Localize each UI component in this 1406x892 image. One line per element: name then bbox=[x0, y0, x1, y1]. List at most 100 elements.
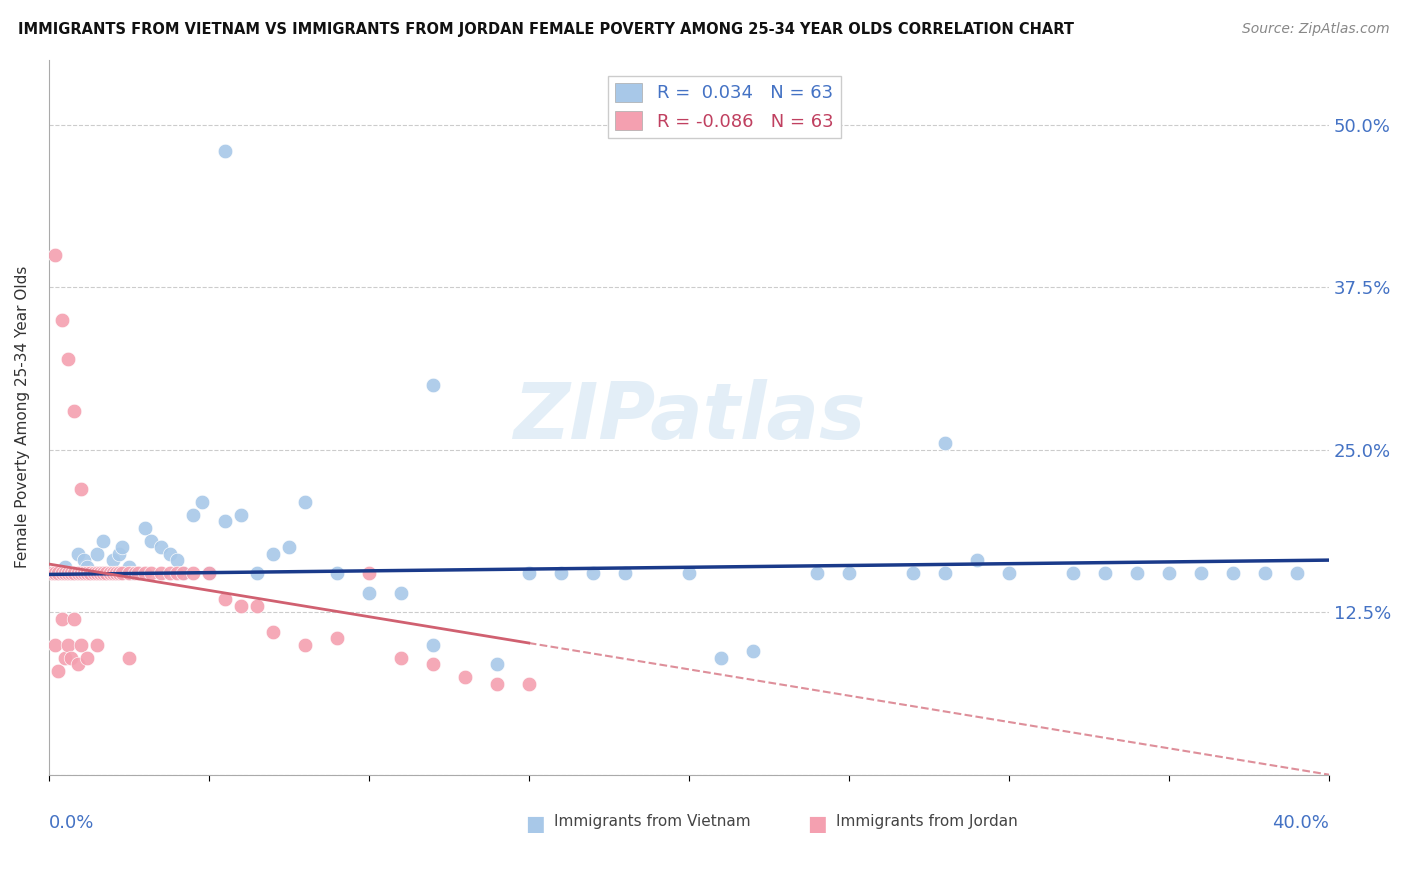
Text: ZIPatlas: ZIPatlas bbox=[513, 379, 865, 455]
Point bbox=[901, 566, 924, 581]
Point bbox=[134, 566, 156, 581]
Point bbox=[246, 566, 269, 581]
Point bbox=[86, 566, 108, 581]
Point bbox=[60, 566, 83, 581]
Point bbox=[76, 650, 98, 665]
Point bbox=[191, 494, 214, 508]
Point bbox=[108, 566, 131, 581]
Text: IMMIGRANTS FROM VIETNAM VS IMMIGRANTS FROM JORDAN FEMALE POVERTY AMONG 25-34 YEA: IMMIGRANTS FROM VIETNAM VS IMMIGRANTS FR… bbox=[18, 22, 1074, 37]
Point bbox=[197, 566, 219, 581]
Point bbox=[96, 566, 118, 581]
Point bbox=[326, 566, 349, 581]
Point bbox=[66, 566, 89, 581]
Point bbox=[141, 566, 163, 581]
Point bbox=[51, 312, 73, 326]
Point bbox=[69, 566, 91, 581]
Point bbox=[89, 566, 111, 581]
Point bbox=[741, 644, 763, 658]
Point bbox=[53, 559, 76, 574]
Point bbox=[69, 566, 91, 581]
Point bbox=[96, 566, 118, 581]
Point bbox=[66, 547, 89, 561]
Point bbox=[1094, 566, 1116, 581]
Point bbox=[101, 553, 124, 567]
Point bbox=[517, 676, 540, 690]
Point bbox=[63, 566, 86, 581]
Point bbox=[1285, 566, 1308, 581]
Text: 40.0%: 40.0% bbox=[1272, 814, 1329, 832]
Point bbox=[149, 566, 172, 581]
Point bbox=[48, 566, 70, 581]
Point bbox=[44, 638, 66, 652]
Point bbox=[69, 638, 91, 652]
Y-axis label: Female Poverty Among 25-34 Year Olds: Female Poverty Among 25-34 Year Olds bbox=[15, 266, 30, 568]
Point bbox=[1062, 566, 1084, 581]
Point bbox=[517, 566, 540, 581]
Point bbox=[91, 533, 114, 548]
Point bbox=[262, 624, 284, 639]
Point bbox=[294, 494, 316, 508]
Point bbox=[485, 657, 508, 672]
Point bbox=[389, 585, 412, 599]
Point bbox=[76, 559, 98, 574]
Text: Immigrants from Jordan: Immigrants from Jordan bbox=[837, 814, 1018, 829]
Point bbox=[63, 566, 86, 581]
Point bbox=[86, 638, 108, 652]
Point bbox=[550, 566, 572, 581]
Point bbox=[172, 566, 194, 581]
Point bbox=[60, 566, 83, 581]
Point bbox=[127, 566, 149, 581]
Point bbox=[246, 599, 269, 613]
Point bbox=[1157, 566, 1180, 581]
Point bbox=[838, 566, 860, 581]
Point bbox=[277, 540, 299, 554]
Point bbox=[91, 566, 114, 581]
Point bbox=[51, 566, 73, 581]
Point bbox=[83, 566, 105, 581]
Point bbox=[89, 566, 111, 581]
Point bbox=[159, 547, 181, 561]
Point bbox=[934, 566, 956, 581]
Point bbox=[172, 566, 194, 581]
Point bbox=[53, 566, 76, 581]
Point bbox=[1254, 566, 1277, 581]
Point bbox=[98, 566, 121, 581]
Point bbox=[678, 566, 700, 581]
Point bbox=[422, 377, 444, 392]
Point bbox=[454, 670, 477, 684]
Point bbox=[111, 540, 134, 554]
Point bbox=[485, 676, 508, 690]
Point bbox=[104, 566, 127, 581]
Point bbox=[1126, 566, 1149, 581]
Point bbox=[166, 553, 188, 567]
Point bbox=[121, 566, 143, 581]
Point bbox=[181, 508, 204, 522]
Point bbox=[73, 553, 96, 567]
Point bbox=[79, 566, 101, 581]
Point bbox=[56, 351, 79, 366]
Point bbox=[141, 533, 163, 548]
Point bbox=[181, 566, 204, 581]
Point bbox=[214, 592, 236, 607]
Point bbox=[66, 657, 89, 672]
Point bbox=[79, 566, 101, 581]
Point bbox=[262, 547, 284, 561]
Point bbox=[1222, 566, 1244, 581]
Text: 0.0%: 0.0% bbox=[49, 814, 94, 832]
Point bbox=[44, 566, 66, 581]
Point bbox=[48, 664, 70, 678]
Point bbox=[60, 650, 83, 665]
Point bbox=[104, 566, 127, 581]
Point bbox=[357, 566, 380, 581]
Point bbox=[582, 566, 605, 581]
Point bbox=[166, 566, 188, 581]
Point bbox=[63, 612, 86, 626]
Point bbox=[111, 566, 134, 581]
Point bbox=[197, 566, 219, 581]
Point bbox=[69, 482, 91, 496]
Point bbox=[294, 638, 316, 652]
Point bbox=[710, 650, 733, 665]
Text: ■: ■ bbox=[807, 814, 827, 834]
Point bbox=[41, 566, 63, 581]
Point bbox=[118, 559, 141, 574]
